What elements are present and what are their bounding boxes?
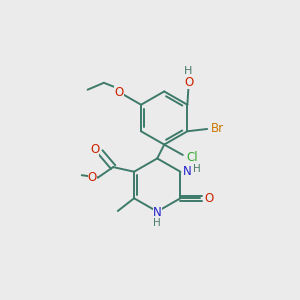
Text: N: N — [153, 206, 162, 219]
Text: O: O — [90, 143, 99, 156]
Text: H: H — [184, 66, 193, 76]
Text: H: H — [153, 218, 161, 228]
Text: Cl: Cl — [186, 151, 198, 164]
Text: H: H — [193, 164, 201, 174]
Text: O: O — [114, 85, 124, 98]
Text: O: O — [88, 171, 97, 184]
Text: O: O — [184, 76, 193, 89]
Text: O: O — [205, 192, 214, 205]
Text: Br: Br — [211, 122, 224, 136]
Text: N: N — [183, 165, 191, 178]
